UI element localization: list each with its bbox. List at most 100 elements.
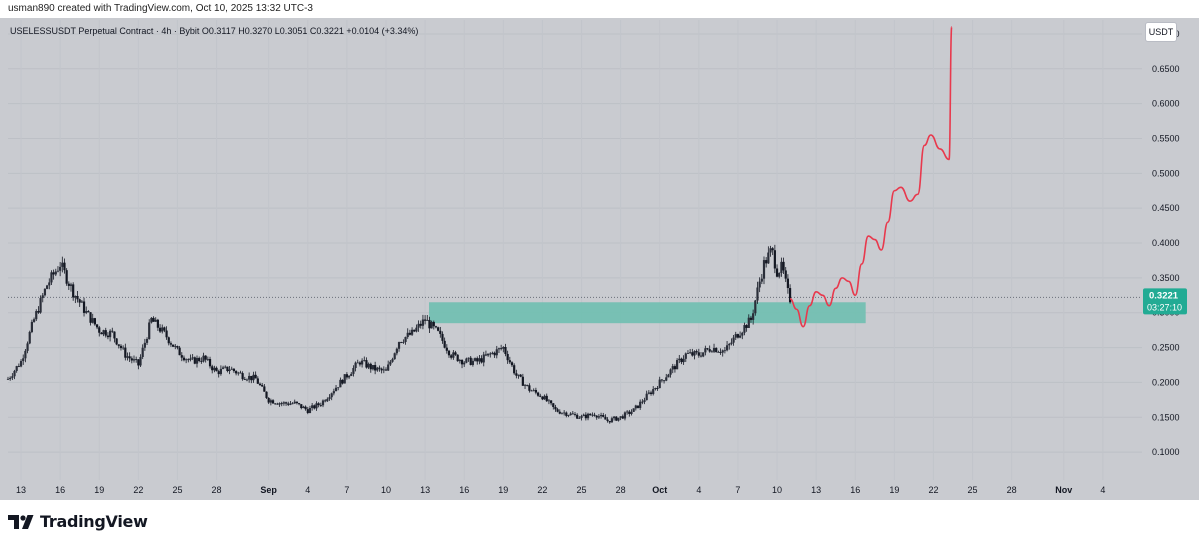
candle-body [473, 358, 477, 361]
candle-body [230, 368, 233, 370]
candle-body [252, 374, 255, 381]
candle-body [224, 366, 227, 368]
projection-path[interactable] [789, 26, 953, 328]
candle-body [337, 387, 340, 389]
candle-body [730, 342, 733, 344]
candle-body [269, 400, 272, 403]
candle-body [634, 405, 637, 409]
candle-body [315, 403, 318, 409]
candle-body [697, 352, 700, 356]
candle-body [591, 414, 594, 416]
candle-body [758, 281, 761, 288]
candle-body [313, 405, 316, 409]
bar-countdown: 03:27:10 [1147, 302, 1182, 312]
candle-body [345, 374, 348, 378]
x-tick-label: 28 [212, 485, 222, 495]
candle-body [497, 348, 501, 350]
candle-body [282, 402, 285, 404]
candle-body [410, 329, 414, 335]
y-tick-label: 0.4000 [1152, 238, 1180, 248]
candle-body [417, 323, 420, 328]
x-tick-label: 19 [498, 485, 508, 495]
x-tick-label: 28 [616, 485, 626, 495]
candle-body [502, 346, 505, 349]
candle-body [163, 327, 166, 331]
candle-body [767, 252, 770, 264]
candle-body [204, 355, 207, 360]
candle-body [608, 420, 611, 423]
price-chart[interactable]: 0.10000.15000.20000.25000.30000.35000.40… [0, 18, 1199, 500]
candle-body [747, 317, 750, 328]
candle-body [32, 319, 36, 322]
candle-body [334, 387, 338, 392]
candle-body [198, 357, 201, 362]
candle-body [491, 352, 494, 354]
candle-body [656, 387, 659, 389]
y-tick-label: 0.4500 [1152, 203, 1180, 213]
candle-body [415, 327, 418, 332]
candle-body [91, 318, 94, 323]
candle-body [741, 332, 744, 336]
candle-body [182, 357, 186, 361]
candle-body [169, 343, 173, 345]
candle-body [734, 334, 737, 338]
candle-body [100, 332, 103, 335]
currency-button[interactable]: USDT [1145, 22, 1177, 42]
candle-body [102, 330, 105, 335]
candle-body [43, 288, 47, 296]
candle-body [786, 278, 789, 289]
candle-body [287, 403, 290, 405]
chart-frame[interactable]: 0.10000.15000.20000.25000.30000.35000.40… [0, 18, 1199, 500]
candle-body [613, 416, 616, 419]
candle-body [328, 397, 331, 399]
candle-body [500, 348, 503, 350]
candle-body [200, 361, 203, 362]
candle-body [662, 380, 666, 382]
candle-body [404, 337, 407, 343]
candle-body [248, 375, 251, 380]
candle-body [232, 368, 236, 372]
x-tick-label: 19 [94, 485, 104, 495]
candle-body [649, 392, 653, 395]
candle-body [387, 364, 390, 371]
candle-body [50, 272, 53, 283]
candle-body [82, 301, 86, 313]
candle-body [352, 367, 355, 374]
candle-body [528, 385, 531, 391]
candle-body [736, 334, 740, 338]
current-price-label: 0.3221 03:27:10 [1143, 288, 1187, 315]
candle-body [780, 261, 783, 273]
support-zone[interactable] [429, 302, 866, 324]
candle-body [219, 368, 222, 375]
candle-body [710, 351, 713, 353]
candle-body [67, 283, 70, 286]
candle-body [658, 379, 661, 389]
candle-body [445, 347, 448, 351]
candle-body [280, 403, 283, 405]
candle-body [202, 355, 205, 362]
candle-body [293, 401, 296, 404]
candle-body [9, 377, 12, 380]
candle-body [769, 248, 772, 253]
candle-body [397, 342, 401, 349]
candle-body [332, 391, 335, 394]
candle-body [539, 395, 542, 397]
candle-body [530, 390, 533, 392]
candle-body [552, 403, 555, 407]
candle-body [122, 347, 125, 349]
candle-body [258, 383, 262, 386]
candle-body [582, 414, 585, 417]
candle-body [263, 386, 266, 392]
candle-body [515, 373, 518, 376]
candle-body [471, 360, 474, 365]
candle-body [150, 317, 153, 323]
candle-body [434, 326, 438, 328]
x-tick-label: 10 [772, 485, 782, 495]
candle-body [443, 340, 446, 348]
tradingview-branding[interactable]: TradingView [8, 512, 148, 531]
candle-body [643, 400, 646, 402]
grid-layer [8, 20, 1142, 480]
candle-body [560, 412, 564, 414]
candle-body [595, 415, 598, 418]
candle-body [228, 369, 231, 372]
